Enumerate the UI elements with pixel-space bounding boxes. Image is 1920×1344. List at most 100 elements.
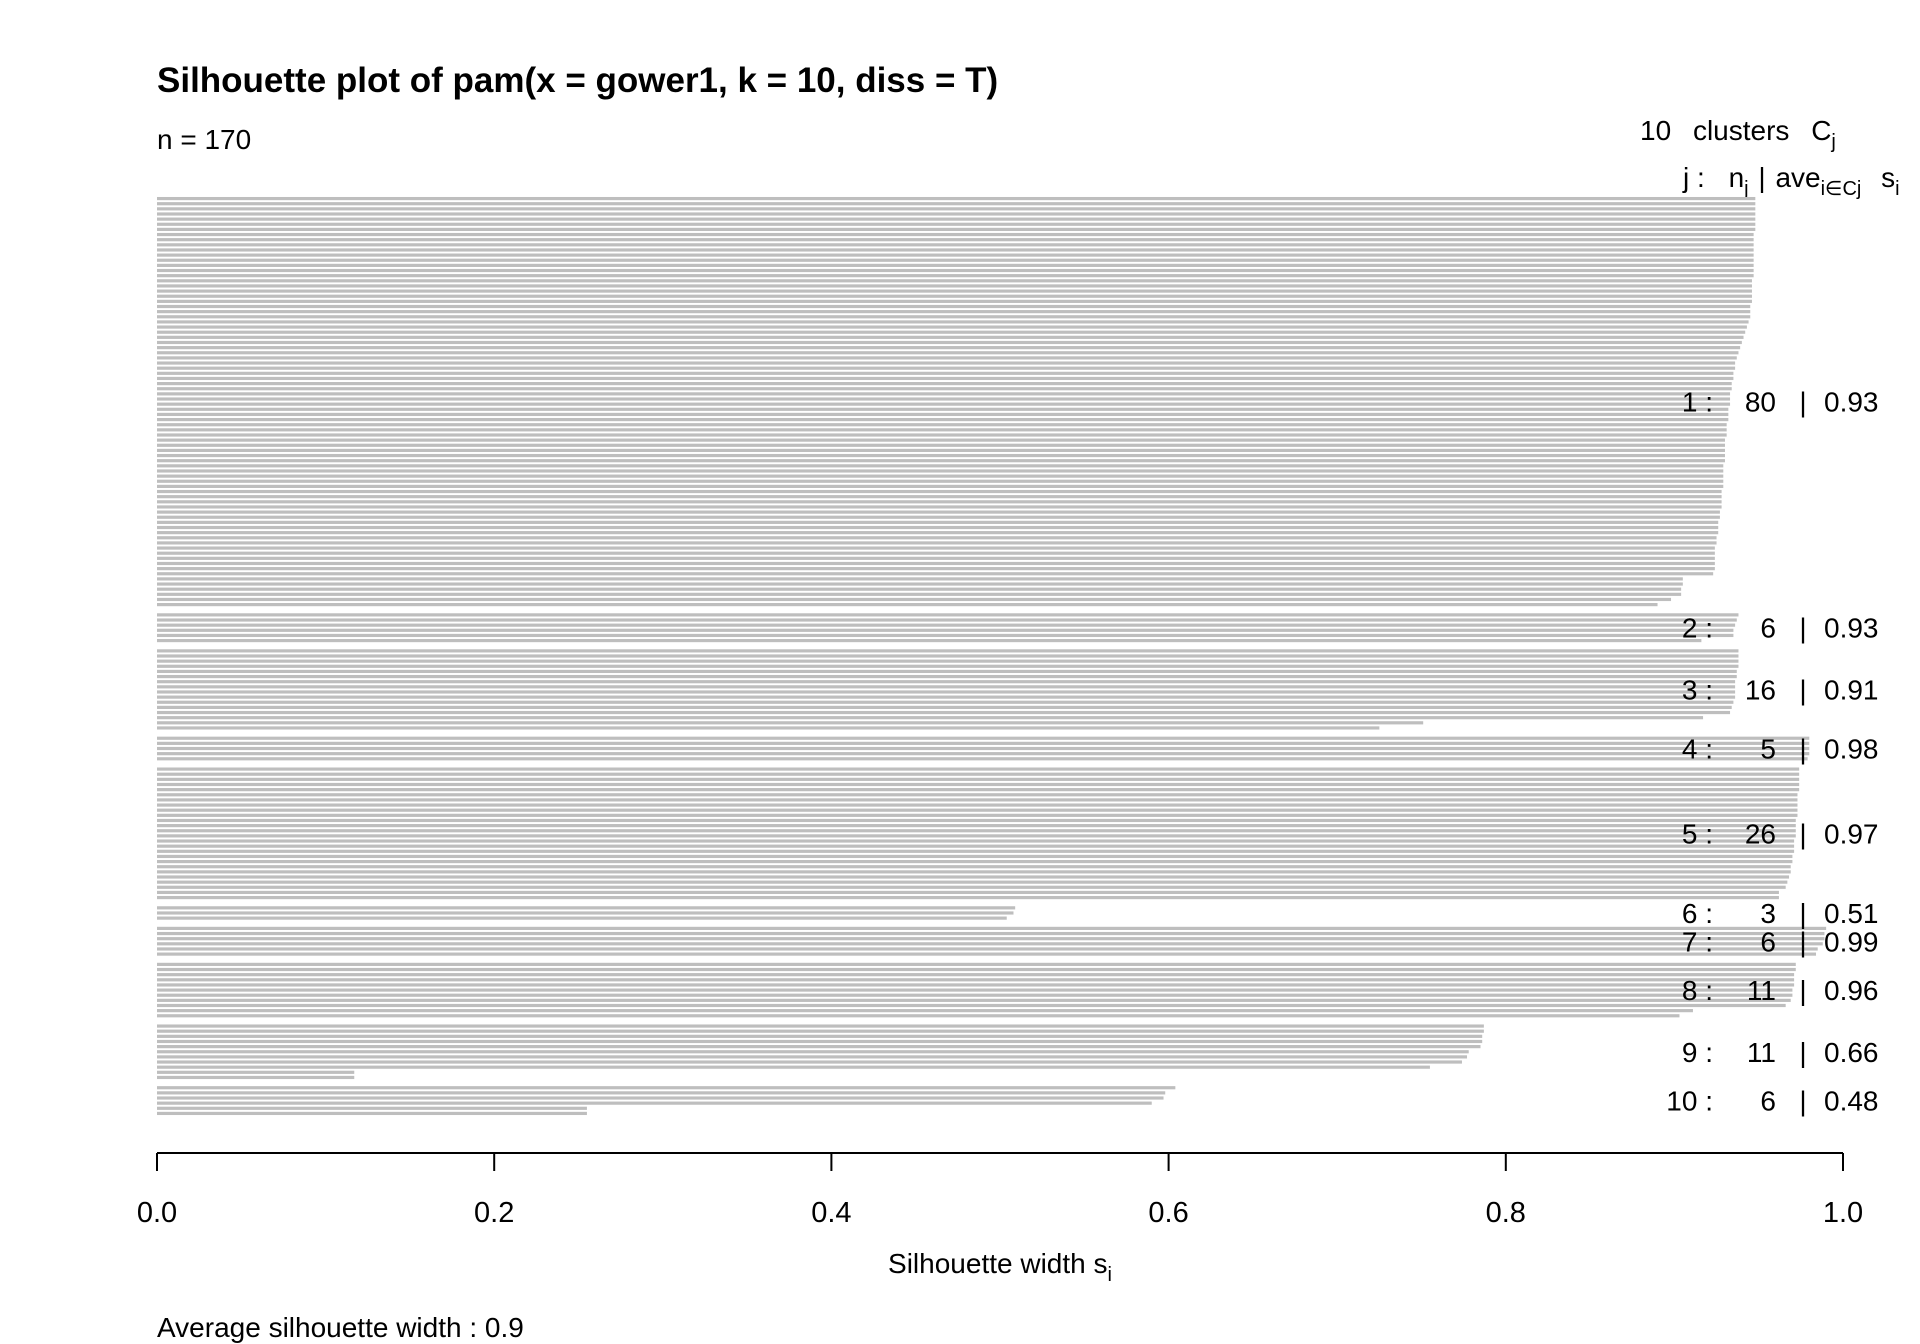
cluster-sep-4: | [1799, 734, 1806, 765]
silhouette-bar [157, 834, 1796, 838]
silhouette-bar [157, 613, 1739, 617]
silhouette-bar [157, 685, 1736, 689]
silhouette-bar [157, 1055, 1468, 1059]
silhouette-bar [157, 777, 1800, 781]
cluster-labels: 1 : 80 | 0.93 2 : 6 | 0.93 3 : 16 | 0.91 4 : 5 | 0.98 5 … [1666, 387, 1878, 1117]
x-axis-label-text: Silhouette width s [888, 1248, 1107, 1279]
silhouette-bar [157, 1111, 587, 1116]
silhouette-bar [157, 448, 1725, 453]
silhouette-bar [157, 212, 1756, 216]
silhouette-bar [157, 638, 1702, 643]
silhouette-bar [157, 356, 1737, 360]
silhouette-bar [157, 320, 1749, 324]
silhouette-bar [157, 865, 1791, 869]
silhouette-bar [157, 556, 1715, 560]
cluster-n-8: 11 [1747, 975, 1776, 1006]
silhouette-bar [157, 289, 1752, 293]
silhouette-bar [157, 623, 1736, 627]
silhouette-bar [157, 299, 1752, 303]
silhouette-bar [157, 536, 1717, 540]
silhouette-bar [157, 474, 1724, 478]
silhouette-bar [157, 895, 1779, 900]
silhouette-bar [157, 1014, 1680, 1018]
silhouette-bar [157, 459, 1725, 463]
silhouette-bar [157, 202, 1756, 206]
silhouette-bar [157, 988, 1793, 992]
silhouette-bar [157, 824, 1796, 828]
silhouette-bar [157, 392, 1731, 396]
cluster-sep-1: | [1799, 387, 1806, 418]
silhouette-bar [157, 649, 1739, 653]
silhouette-bar [157, 505, 1722, 509]
cluster-id-2: 2 : [1682, 613, 1713, 644]
silhouette-bar [157, 757, 1808, 761]
silhouette-bar [157, 572, 1714, 576]
silhouette-bar [157, 551, 1715, 555]
silhouette-bar [157, 346, 1741, 350]
silhouette-bar [157, 993, 1793, 997]
cluster-id-6: 6 : [1682, 898, 1713, 929]
silhouette-bar [157, 217, 1756, 221]
silhouette-bar [157, 875, 1790, 879]
silhouette-bar [157, 495, 1722, 499]
silhouette-bar [157, 1045, 1481, 1049]
x-axis-label-sub: i [1108, 1264, 1112, 1286]
silhouette-bar [157, 207, 1756, 211]
cluster-sep-6: | [1799, 898, 1806, 929]
chart-title: Silhouette plot of pam(x = gower1, k = 1… [157, 61, 998, 100]
cluster-id-7: 7 : [1682, 926, 1713, 957]
column-ave: ave [1775, 162, 1820, 193]
silhouette-bar [157, 741, 1810, 745]
column-j: j : [1682, 162, 1705, 193]
silhouette-bar [157, 531, 1719, 535]
cluster-n-4: 5 [1760, 734, 1776, 765]
silhouette-bar [157, 438, 1725, 442]
silhouette-bar [157, 700, 1734, 704]
silhouette-bar [157, 335, 1744, 339]
silhouette-bar [157, 890, 1779, 895]
silhouette-bar [157, 567, 1715, 571]
silhouette-bar [157, 916, 1007, 920]
cluster-ave-6: 0.51 [1824, 898, 1879, 929]
silhouette-bar [157, 561, 1715, 566]
clusters-symbol: C [1811, 115, 1831, 146]
silhouette-bar [157, 726, 1380, 730]
x-tick-label: 1.0 [1823, 1197, 1863, 1229]
silhouette-bar [157, 1065, 1430, 1069]
silhouette-bar [157, 597, 1672, 602]
silhouette-bar [157, 428, 1727, 432]
silhouette-bar [157, 284, 1752, 288]
cluster-ave-7: 0.99 [1824, 926, 1879, 957]
silhouette-bars [157, 196, 1827, 1116]
silhouette-bar [157, 258, 1754, 262]
silhouette-bar [157, 680, 1736, 684]
silhouette-bar [157, 402, 1731, 406]
silhouette-bar [157, 937, 1825, 941]
cluster-n-9: 11 [1747, 1037, 1776, 1068]
silhouette-bar [157, 196, 1756, 201]
silhouette-bar [157, 782, 1800, 787]
clusters-text: clusters [1693, 115, 1789, 146]
silhouette-bar [157, 417, 1729, 422]
silhouette-bar [157, 983, 1795, 987]
silhouette-bar [157, 1009, 1693, 1013]
silhouette-bar [157, 818, 1796, 823]
silhouette-bar [157, 844, 1795, 848]
silhouette-bar [157, 880, 1788, 884]
silhouette-bar [157, 931, 1825, 936]
silhouette-bar [157, 330, 1746, 334]
x-tick-label: 0.2 [474, 1197, 514, 1229]
silhouette-bar [157, 407, 1729, 411]
silhouette-bar [157, 859, 1793, 864]
silhouette-bar [157, 1050, 1469, 1054]
silhouette-bar [157, 423, 1727, 427]
cluster-n-6: 3 [1760, 898, 1776, 929]
silhouette-bar [157, 669, 1737, 674]
silhouette-bar [157, 453, 1725, 458]
silhouette-bar [157, 1086, 1176, 1090]
silhouette-bar [157, 1060, 1462, 1064]
silhouette-bar [157, 967, 1796, 972]
column-sep: | [1758, 162, 1765, 193]
silhouette-bar [157, 232, 1754, 237]
silhouette-bar [157, 947, 1818, 951]
